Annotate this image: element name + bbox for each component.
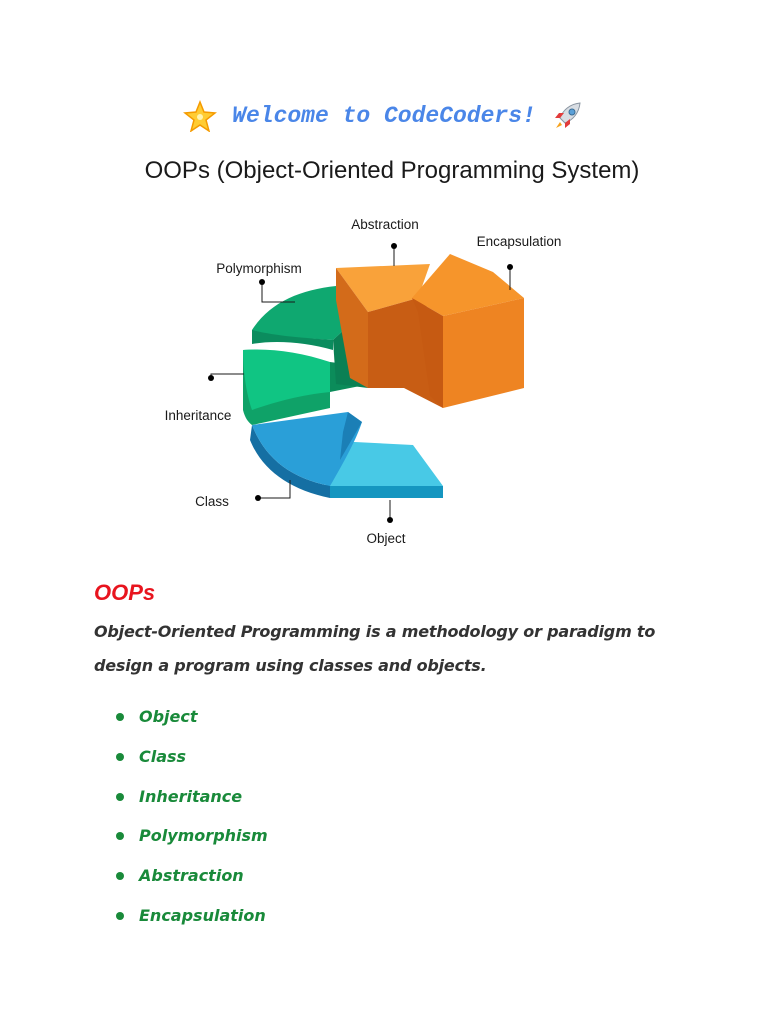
- welcome-banner: Welcome to CodeCoders!: [0, 100, 768, 132]
- label-polymorphism: Polymorphism: [216, 261, 302, 276]
- list-item-label: Inheritance: [139, 786, 243, 806]
- label-abstraction: Abstraction: [351, 217, 419, 232]
- list-item: Abstraction: [116, 862, 268, 902]
- rocket-icon: [555, 102, 581, 128]
- callout-dots: [208, 243, 513, 523]
- label-class: Class: [195, 494, 229, 509]
- section-heading: OOPs: [94, 580, 156, 605]
- list-item: Polymorphism: [116, 822, 268, 862]
- list-item-label: Class: [139, 746, 187, 766]
- encapsulation-segment: [412, 254, 524, 408]
- oops-concepts-list: Object Class Inheritance Polymorphism Ab…: [116, 703, 268, 942]
- welcome-text: Welcome to CodeCoders!: [232, 103, 536, 129]
- description-line-1: Object-Oriented Programming is a methodo…: [94, 622, 656, 641]
- bullet-icon: [116, 752, 124, 761]
- list-item-label: Encapsulation: [139, 905, 266, 925]
- glowing-star-icon: [182, 100, 217, 132]
- list-item-label: Object: [139, 707, 198, 726]
- list-item: Encapsulation: [116, 902, 268, 942]
- label-encapsulation: Encapsulation: [477, 234, 562, 249]
- list-item-label: Polymorphism: [139, 826, 268, 846]
- list-item: Object: [116, 703, 268, 743]
- list-item-label: Abstraction: [139, 866, 244, 886]
- label-inheritance: Inheritance: [165, 408, 232, 423]
- section-description: Object-Oriented Programming is a methodo…: [94, 615, 694, 683]
- bullet-icon: [116, 872, 124, 881]
- list-item: Inheritance: [116, 783, 268, 823]
- list-item: Class: [116, 743, 268, 783]
- label-object: Object: [366, 531, 405, 546]
- bullet-icon: [116, 911, 124, 920]
- oops-diagram: OOPs (Object-Oriented Programming System…: [145, 157, 640, 546]
- bullet-icon: [116, 832, 124, 841]
- bullet-icon: [116, 792, 124, 801]
- oops-section: OOPs Object-Oriented Programming is a me…: [94, 577, 694, 683]
- callout-lines: [210, 246, 511, 520]
- bullet-icon: [116, 713, 124, 721]
- diagram-title: OOPs (Object-Oriented Programming System…: [145, 157, 640, 184]
- description-line-2: design a program using classes and objec…: [94, 656, 487, 675]
